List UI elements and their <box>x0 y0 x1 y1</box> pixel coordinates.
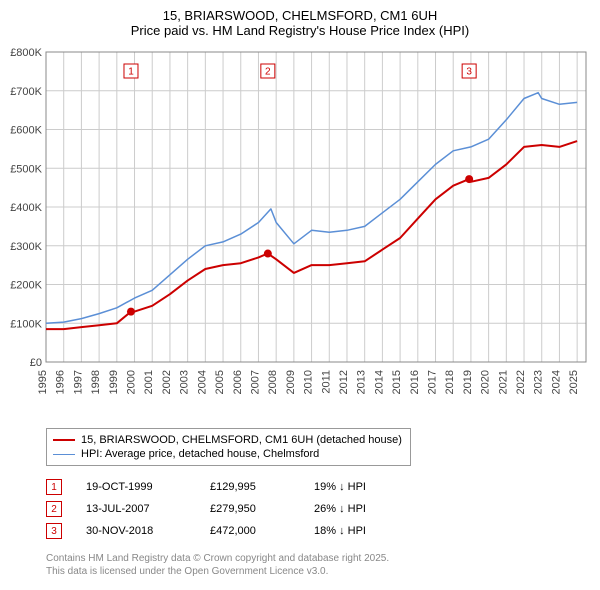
svg-text:2014: 2014 <box>373 370 385 394</box>
svg-text:2023: 2023 <box>533 370 545 394</box>
svg-text:2010: 2010 <box>303 370 315 394</box>
svg-text:2016: 2016 <box>409 370 421 394</box>
svg-text:2011: 2011 <box>320 370 332 394</box>
svg-text:£100K: £100K <box>10 318 42 330</box>
sale-delta: 18% ↓ HPI <box>314 525 404 537</box>
svg-text:£300K: £300K <box>10 241 42 253</box>
svg-text:3: 3 <box>466 67 472 78</box>
sale-row: 3 30-NOV-2018 £472,000 18% ↓ HPI <box>46 520 600 542</box>
svg-text:1997: 1997 <box>72 370 84 394</box>
legend-label: 15, BRIARSWOOD, CHELMSFORD, CM1 6UH (det… <box>81 434 402 446</box>
legend-item: HPI: Average price, detached house, Chel… <box>53 447 402 461</box>
svg-text:2001: 2001 <box>143 370 155 394</box>
svg-text:2013: 2013 <box>356 370 368 394</box>
sale-price: £279,950 <box>210 503 290 515</box>
legend-item: 15, BRIARSWOOD, CHELMSFORD, CM1 6UH (det… <box>53 433 402 447</box>
svg-text:2024: 2024 <box>550 370 562 394</box>
svg-text:2009: 2009 <box>285 370 297 394</box>
svg-text:2021: 2021 <box>497 370 509 394</box>
sale-price: £472,000 <box>210 525 290 537</box>
svg-text:£200K: £200K <box>10 280 42 292</box>
title-line2: Price paid vs. HM Land Registry's House … <box>0 23 600 38</box>
sale-row: 1 19-OCT-1999 £129,995 19% ↓ HPI <box>46 476 600 498</box>
sale-date: 13-JUL-2007 <box>86 503 186 515</box>
footer: Contains HM Land Registry data © Crown c… <box>46 552 600 578</box>
sale-row: 2 13-JUL-2007 £279,950 26% ↓ HPI <box>46 498 600 520</box>
legend-swatch <box>53 439 75 441</box>
sale-price: £129,995 <box>210 481 290 493</box>
line-chart: £0 £100K £200K £300K £400K £500K £600K £700K £80… <box>0 42 600 422</box>
sales-table: 1 19-OCT-1999 £129,995 19% ↓ HPI 2 13-JUL-200… <box>46 476 600 542</box>
svg-text:2002: 2002 <box>161 370 173 394</box>
svg-text:2004: 2004 <box>196 370 208 394</box>
chart-container: 15, BRIARSWOOD, CHELMSFORD, CM1 6UH Pric… <box>0 0 600 578</box>
footer-line2: This data is licensed under the Open Gov… <box>46 565 600 578</box>
sale-marker: 3 <box>46 523 62 539</box>
svg-text:2012: 2012 <box>338 370 350 394</box>
svg-text:1996: 1996 <box>55 370 67 394</box>
footer-line1: Contains HM Land Registry data © Crown c… <box>46 552 600 565</box>
title-line1: 15, BRIARSWOOD, CHELMSFORD, CM1 6UH <box>0 8 600 23</box>
svg-text:2020: 2020 <box>480 370 492 394</box>
svg-text:1999: 1999 <box>108 370 120 394</box>
svg-text:£0: £0 <box>30 357 42 369</box>
svg-text:1: 1 <box>128 67 134 78</box>
svg-text:£400K: £400K <box>10 202 42 214</box>
title-block: 15, BRIARSWOOD, CHELMSFORD, CM1 6UH Pric… <box>0 0 600 42</box>
svg-text:1995: 1995 <box>37 370 49 394</box>
svg-text:2017: 2017 <box>427 370 439 394</box>
chart-area: £0 £100K £200K £300K £400K £500K £600K £700K £80… <box>0 42 600 422</box>
svg-text:2022: 2022 <box>515 370 527 394</box>
svg-text:2000: 2000 <box>126 370 138 394</box>
sale-delta: 26% ↓ HPI <box>314 503 404 515</box>
sale-marker: 2 <box>46 501 62 517</box>
svg-text:2: 2 <box>265 67 271 78</box>
sale-marker: 1 <box>46 479 62 495</box>
svg-text:£600K: £600K <box>10 125 42 137</box>
svg-text:2003: 2003 <box>179 370 191 394</box>
sale-delta: 19% ↓ HPI <box>314 481 404 493</box>
legend: 15, BRIARSWOOD, CHELMSFORD, CM1 6UH (det… <box>46 428 411 466</box>
svg-text:2006: 2006 <box>232 370 244 394</box>
svg-text:2015: 2015 <box>391 370 403 394</box>
svg-text:£700K: £700K <box>10 86 42 98</box>
svg-text:2025: 2025 <box>568 370 580 394</box>
svg-text:2007: 2007 <box>249 370 261 394</box>
svg-text:2019: 2019 <box>462 370 474 394</box>
svg-text:1998: 1998 <box>90 370 102 394</box>
sale-date: 30-NOV-2018 <box>86 525 186 537</box>
svg-text:2018: 2018 <box>444 370 456 394</box>
svg-text:£500K: £500K <box>10 163 42 175</box>
svg-text:2005: 2005 <box>214 370 226 394</box>
legend-label: HPI: Average price, detached house, Chel… <box>81 448 319 460</box>
svg-text:£800K: £800K <box>10 47 42 59</box>
sale-date: 19-OCT-1999 <box>86 481 186 493</box>
legend-swatch <box>53 454 75 455</box>
svg-text:2008: 2008 <box>267 370 279 394</box>
